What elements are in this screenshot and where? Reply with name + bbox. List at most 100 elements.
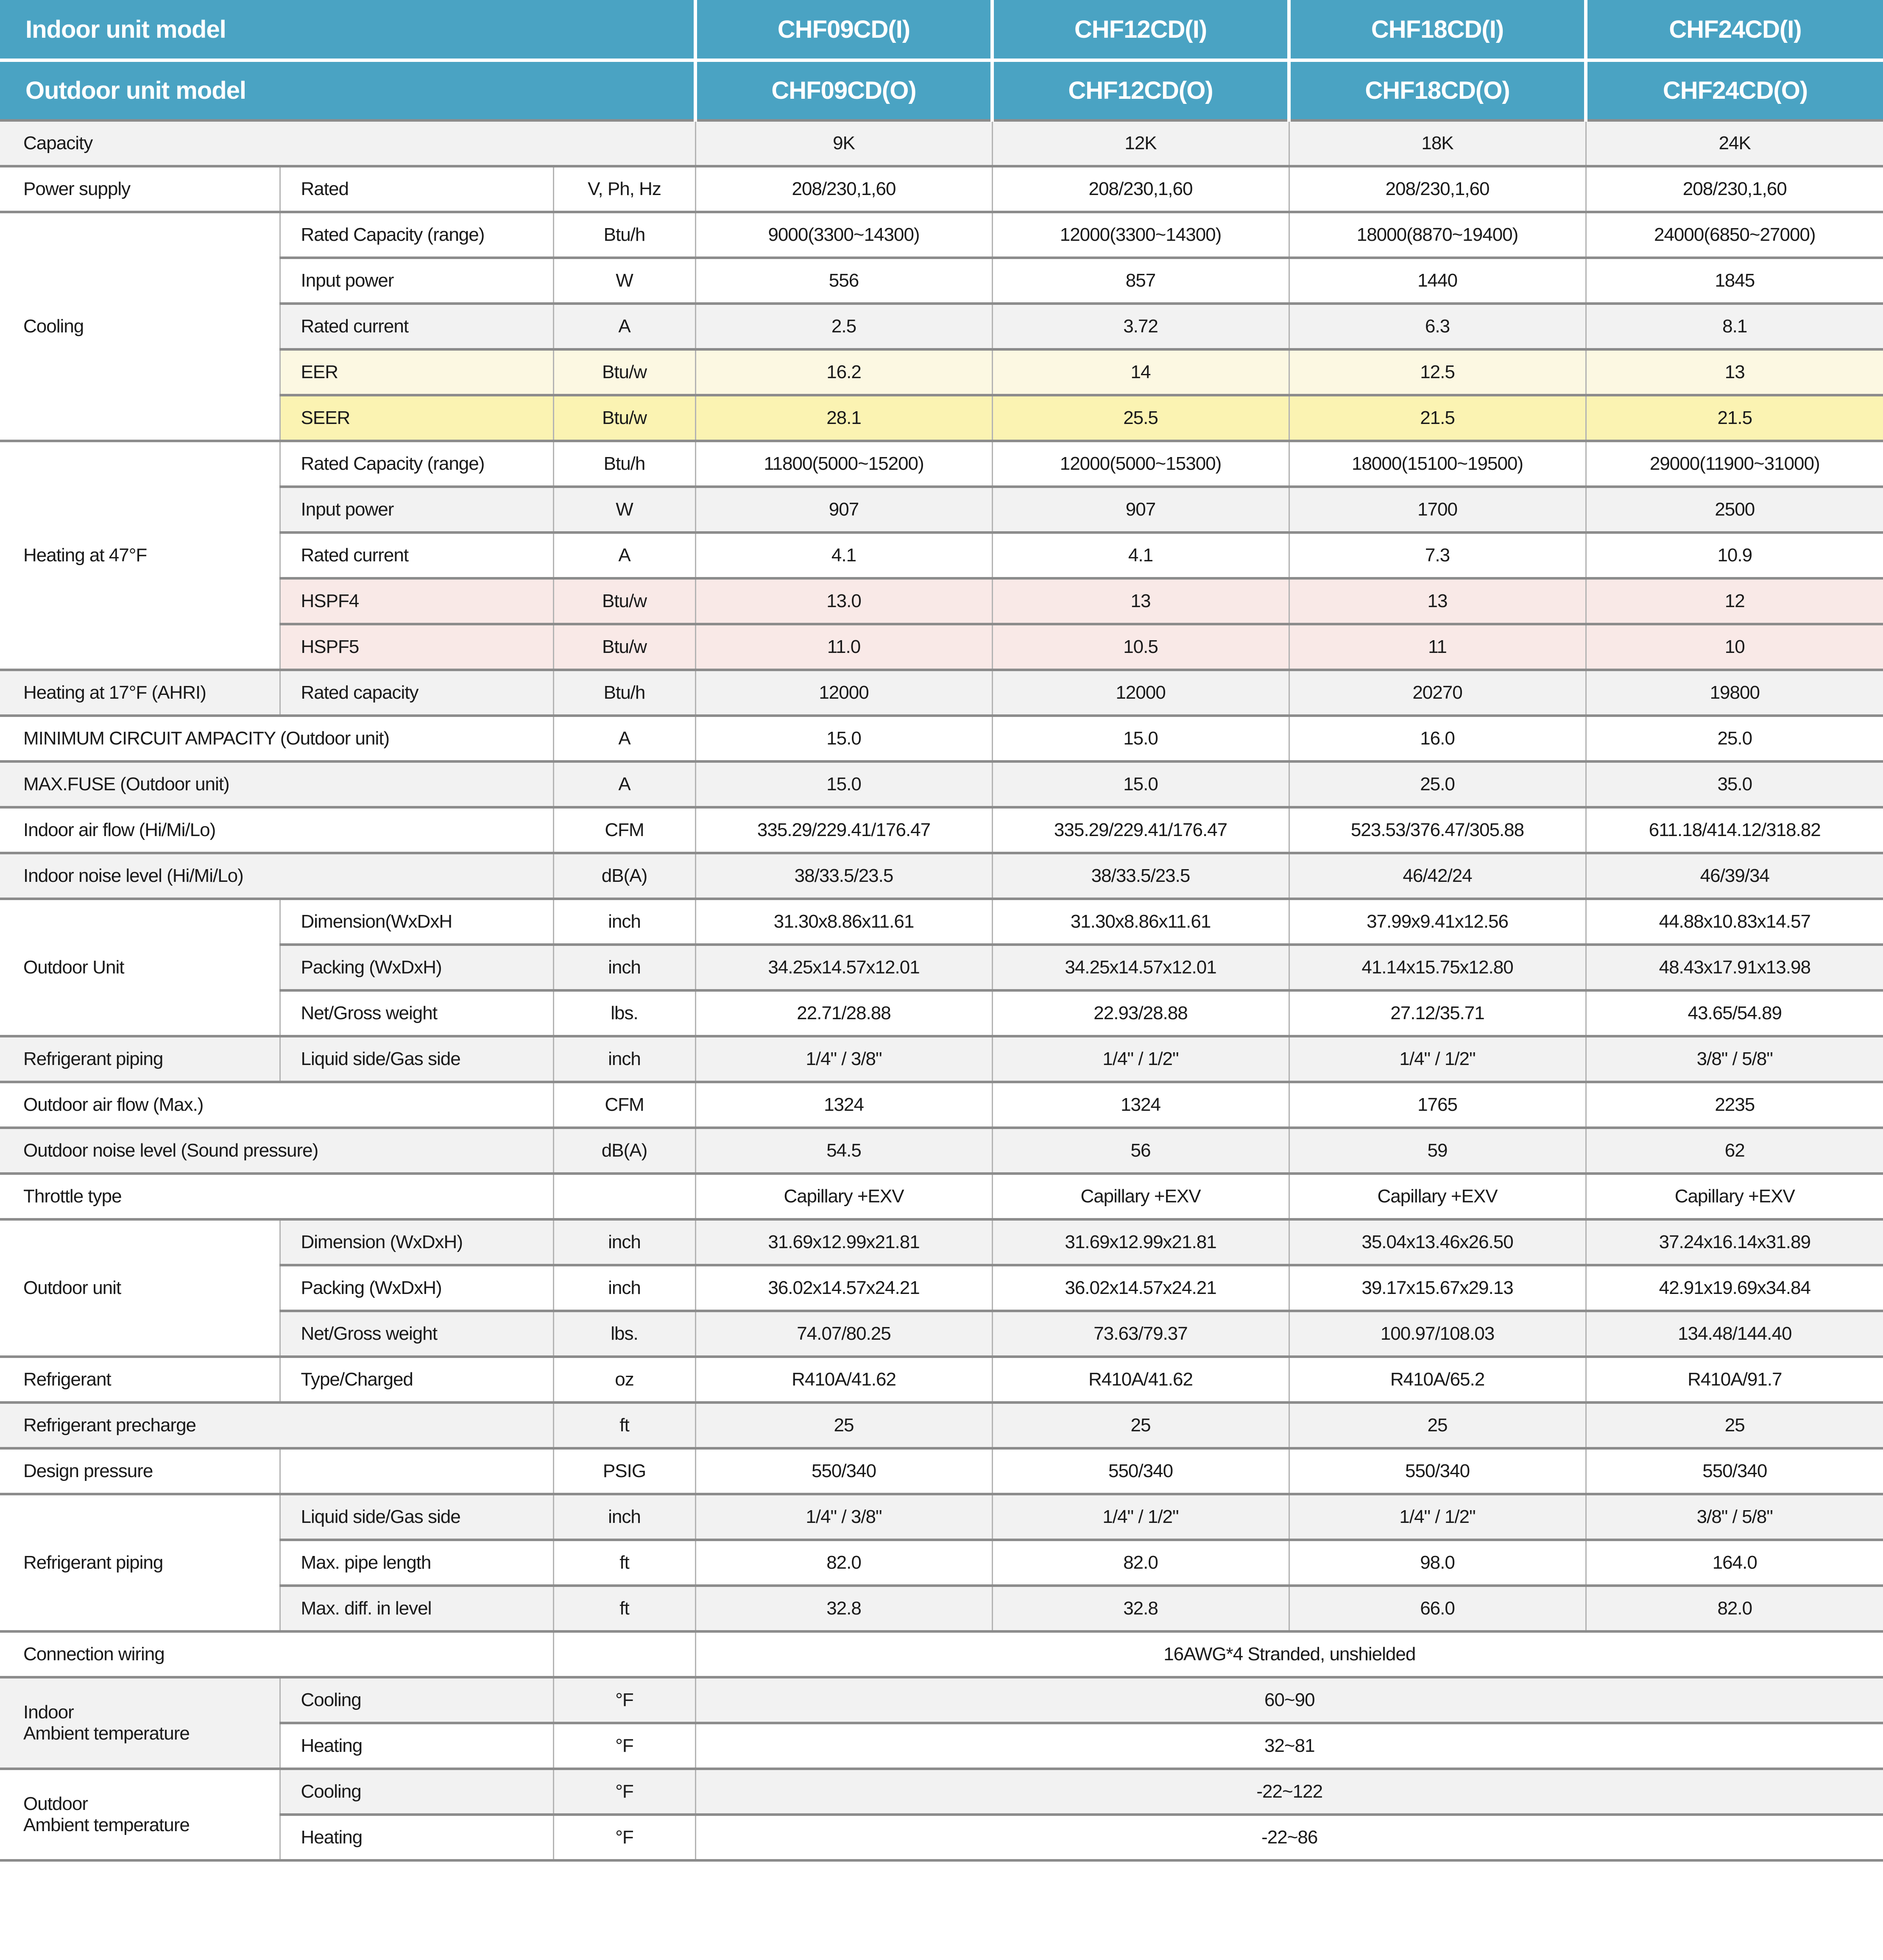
value-cell: 10.9 xyxy=(1585,531,1883,580)
value-cell: 523.53/376.47/305.88 xyxy=(1288,806,1587,854)
value-cell: 22.71/28.88 xyxy=(695,989,993,1037)
value-cell: 8.1 xyxy=(1585,302,1883,351)
table-row-outdoor-air-flow: Outdoor air flow (Max.) CFM 1324 1324 1765 22… xyxy=(0,1081,1883,1129)
value-cell: 36.02x14.57x24.21 xyxy=(991,1264,1290,1312)
label-cell: Outdoor unit xyxy=(0,1218,281,1358)
header-row-indoor: Indoor unit model CHF09CD(I) CHF12CD(I) CHF… xyxy=(0,0,1883,62)
unit-cell: W xyxy=(552,485,696,534)
table-row-cooling-rated-current: Rated current A 2.5 3.72 6.3 8.1 xyxy=(0,302,1883,351)
value-cell: 74.07/80.25 xyxy=(695,1310,993,1358)
value-cell: 12000(3300~14300) xyxy=(991,211,1290,259)
value-cell: R410A/41.62 xyxy=(991,1355,1290,1404)
label-cell: Indoor noise level (Hi/Mi/Lo) xyxy=(0,852,554,900)
value-cell: 10.5 xyxy=(991,623,1290,671)
value-cell: 15.0 xyxy=(695,760,993,809)
model-name-cell: CHF12CD(O) xyxy=(990,60,1291,122)
value-cell: Capillary +EXV xyxy=(1288,1172,1587,1221)
sublabel-cell: Rated current xyxy=(280,531,554,580)
value-cell: 164.0 xyxy=(1585,1539,1883,1587)
table-row-outdoor-ambient-heating: Heating °F -22~86 xyxy=(0,1813,1883,1862)
label-cell: Indoor Ambient temperature xyxy=(0,1676,281,1770)
label-cell: Throttle type xyxy=(0,1172,554,1221)
unit-cell: dB(A) xyxy=(552,852,696,900)
unit-cell: lbs. xyxy=(552,989,696,1037)
value-cell: Capillary +EXV xyxy=(991,1172,1290,1221)
table-row-heating47-hspf4: HSPF4 Btu/w 13.0 13 13 12 xyxy=(0,577,1883,625)
value-cell: 208/230,1,60 xyxy=(1288,165,1587,213)
table-row-outdoor-unit2-weight: Net/Gross weight lbs. 74.07/80.25 73.63/79.… xyxy=(0,1310,1883,1358)
unit-cell: A xyxy=(552,531,696,580)
value-cell: 16AWG*4 Stranded, unshielded xyxy=(695,1630,1883,1678)
model-name-cell: CHF24CD(I) xyxy=(1584,0,1883,62)
sublabel-cell: Rated Capacity (range) xyxy=(279,211,554,259)
value-cell: 82.0 xyxy=(991,1539,1290,1587)
label-cell: Heating at 47°F xyxy=(0,440,281,671)
table-row-outdoor-unit1-weight: Net/Gross weight lbs. 22.71/28.88 22.93/28.… xyxy=(0,989,1883,1037)
value-cell: 28.1 xyxy=(695,394,993,442)
unit-cell: °F xyxy=(552,1768,696,1816)
header-label: Indoor unit model xyxy=(0,0,697,62)
unit-cell: lbs. xyxy=(552,1310,696,1358)
unit-cell: ft xyxy=(552,1584,696,1633)
value-cell: 14 xyxy=(991,348,1290,396)
value-cell: 59 xyxy=(1288,1126,1587,1175)
value-cell: 2235 xyxy=(1585,1081,1883,1129)
label-cell: Outdoor Ambient temperature xyxy=(0,1768,281,1862)
value-cell: 3.72 xyxy=(991,302,1290,351)
value-cell: 18000(8870~19400) xyxy=(1288,211,1587,259)
table-row-refrigerant-precharge: Refrigerant precharge ft 25 25 25 25 xyxy=(0,1401,1883,1450)
unit-cell xyxy=(552,1630,696,1678)
unit-cell: A xyxy=(552,760,696,809)
value-cell: 335.29/229.41/176.47 xyxy=(695,806,993,854)
sublabel-cell: Liquid side/Gas side xyxy=(279,1035,554,1083)
table-row-design-pressure: Design pressure PSIG 550/340 550/340 550/340… xyxy=(0,1447,1883,1495)
spec-table: Indoor unit model CHF09CD(I) CHF12CD(I) CHF… xyxy=(0,0,1883,1862)
value-cell: 29000(11900~31000) xyxy=(1585,440,1883,488)
sublabel-cell: Packing (WxDxH) xyxy=(280,1264,554,1312)
value-cell: 38/33.5/23.5 xyxy=(991,852,1290,900)
unit-cell: Btu/h xyxy=(552,211,696,259)
label-cell: Outdoor Unit xyxy=(0,898,281,1037)
label-cell: Cooling xyxy=(0,211,281,442)
value-cell: 62 xyxy=(1585,1126,1883,1175)
table-row-indoor-air-flow: Indoor air flow (Hi/Mi/Lo) CFM 335.29/229.… xyxy=(0,806,1883,854)
value-cell: 25 xyxy=(1585,1401,1883,1450)
sublabel-cell: Packing (WxDxH) xyxy=(280,943,554,992)
value-cell: 34.25x14.57x12.01 xyxy=(695,943,993,992)
unit-cell: PSIG xyxy=(552,1447,696,1495)
model-name-cell: CHF18CD(I) xyxy=(1287,0,1588,62)
value-cell: 16.2 xyxy=(695,348,993,396)
table-row-power-supply: Power supply Rated V, Ph, Hz 208/230,1,60 20… xyxy=(0,165,1883,213)
unit-cell: inch xyxy=(552,1035,696,1083)
sublabel-cell: Dimension (WxDxH) xyxy=(279,1218,554,1266)
value-cell: 13 xyxy=(991,577,1290,625)
label-cell: Outdoor air flow (Max.) xyxy=(0,1081,554,1129)
table-body: Capacity 9K 12K 18K 24K Power supply Rated V, P… xyxy=(0,119,1883,1862)
sublabel-cell: Net/Gross weight xyxy=(280,989,554,1037)
table-row-outdoor-ambient-cooling: Outdoor Ambient temperature Cooling °F -22~… xyxy=(0,1768,1883,1862)
value-cell: 550/340 xyxy=(695,1447,993,1495)
table-row-outdoor-unit2-dimension: Outdoor unit Dimension (WxDxH) inch 31.69x1… xyxy=(0,1218,1883,1358)
model-name-cell: CHF24CD(O) xyxy=(1584,60,1883,122)
label-cell: Refrigerant precharge xyxy=(0,1401,554,1450)
sublabel-cell: Type/Charged xyxy=(279,1355,554,1404)
sublabel-cell: HSPF4 xyxy=(280,577,554,625)
value-cell: 31.69x12.99x21.81 xyxy=(991,1218,1290,1266)
table-row-throttle-type: Throttle type Capillary +EXV Capillary +EX… xyxy=(0,1172,1883,1221)
unit-cell: inch xyxy=(552,943,696,992)
table-row-cooling-eer: EER Btu/w 16.2 14 12.5 13 xyxy=(0,348,1883,396)
sublabel-cell: Max. diff. in level xyxy=(280,1584,554,1633)
unit-cell: oz xyxy=(552,1355,696,1404)
table-row-cooling-seer: SEER Btu/w 28.1 25.5 21.5 21.5 xyxy=(0,394,1883,442)
table-row-heating47-input-power: Input power W 907 907 1700 2500 xyxy=(0,485,1883,534)
value-cell: 3/8" / 5/8" xyxy=(1585,1493,1883,1541)
value-cell: 12.5 xyxy=(1288,348,1587,396)
unit-cell: Btu/w xyxy=(552,623,696,671)
value-cell: 1324 xyxy=(991,1081,1290,1129)
value-cell: 25.0 xyxy=(1288,760,1587,809)
sublabel-cell: Input power xyxy=(280,485,554,534)
value-cell: 857 xyxy=(991,257,1290,305)
value-cell: 1/4" / 1/2" xyxy=(1288,1493,1587,1541)
value-cell: 54.5 xyxy=(695,1126,993,1175)
value-cell: 12000(5000~15300) xyxy=(991,440,1290,488)
